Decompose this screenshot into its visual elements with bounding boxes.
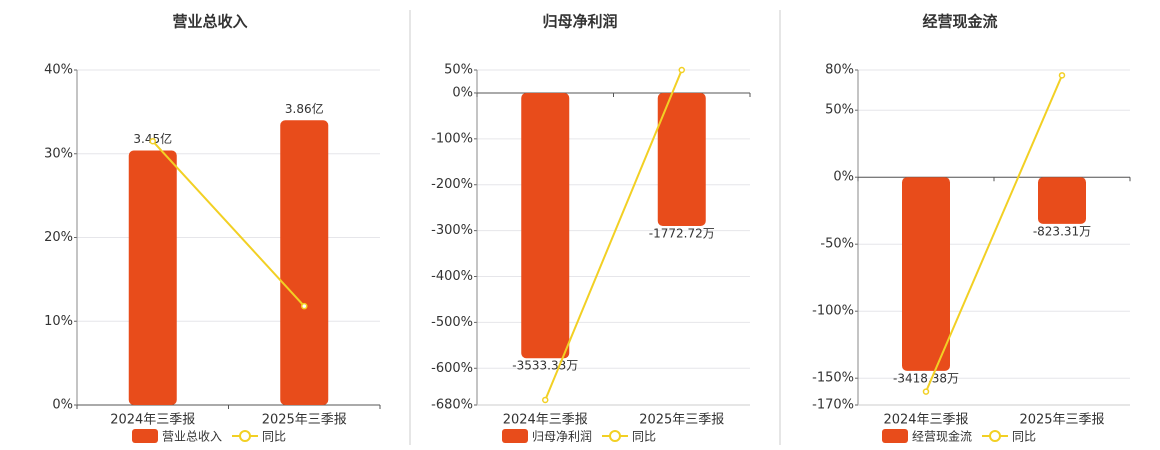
x-tick-label: 2025年三季报 bbox=[262, 413, 347, 428]
line-point bbox=[301, 302, 308, 310]
line bbox=[152, 140, 305, 307]
y-tick-label: 50% bbox=[825, 103, 854, 118]
y-tick-label: -500% bbox=[431, 315, 473, 330]
legend-swatch bbox=[132, 429, 158, 443]
y-tick-label: 20% bbox=[44, 230, 73, 245]
legend-label: 同比 bbox=[262, 430, 286, 444]
y-tick-label: -400% bbox=[431, 269, 473, 284]
bar bbox=[657, 92, 706, 227]
legend-label: 同比 bbox=[632, 430, 656, 444]
line-point bbox=[922, 388, 930, 395]
y-tick-label: -100% bbox=[431, 131, 473, 146]
chart-title: 归母净利润 bbox=[542, 13, 617, 31]
bar-value-label: -823.31万 bbox=[1033, 224, 1091, 238]
bar bbox=[1038, 177, 1086, 224]
y-tick-label: 0% bbox=[452, 85, 473, 100]
y-tick-label: 80% bbox=[825, 63, 854, 78]
legend-label: 经营现金流 bbox=[912, 429, 972, 444]
y-tick-label: -170% bbox=[812, 398, 854, 413]
x-tick-label: 2024年三季报 bbox=[883, 413, 968, 428]
y-tick-label: 0% bbox=[833, 170, 854, 185]
line-point bbox=[678, 66, 685, 74]
x-tick-label: 2024年三季报 bbox=[503, 413, 588, 428]
bar bbox=[521, 92, 570, 359]
legend-swatch bbox=[989, 430, 1001, 442]
chart-title: 经营现金流 bbox=[922, 13, 997, 31]
legend-label: 同比 bbox=[1012, 430, 1036, 444]
bar bbox=[280, 120, 329, 405]
line-point bbox=[1058, 72, 1066, 79]
bar-value-label: -1772.72万 bbox=[649, 227, 715, 241]
bar bbox=[128, 150, 177, 405]
legend-swatch bbox=[502, 429, 528, 443]
x-tick-label: 2025年三季报 bbox=[1019, 413, 1104, 428]
y-tick-label: 0% bbox=[52, 398, 73, 413]
y-tick-label: -50% bbox=[820, 237, 854, 252]
bar-value-label: -3533.33万 bbox=[512, 359, 578, 373]
bar bbox=[902, 177, 950, 371]
y-tick-label: 10% bbox=[44, 314, 73, 329]
y-tick-label: 50% bbox=[444, 63, 473, 78]
line bbox=[544, 69, 683, 401]
x-tick-label: 2025年三季报 bbox=[639, 413, 724, 428]
legend-swatch bbox=[609, 430, 621, 442]
line-point bbox=[149, 137, 156, 145]
y-tick-label: -200% bbox=[431, 177, 473, 192]
y-tick-label: 30% bbox=[44, 146, 73, 161]
y-tick-label: -150% bbox=[812, 371, 854, 386]
legend-swatch bbox=[882, 429, 908, 443]
chart-title: 营业总收入 bbox=[172, 13, 247, 31]
x-tick-label: 2024年三季报 bbox=[110, 413, 195, 428]
legend-label: 归母净利润 bbox=[532, 430, 592, 444]
y-tick-label: -300% bbox=[431, 223, 473, 238]
y-tick-label: -600% bbox=[431, 361, 473, 376]
y-tick-label: -100% bbox=[812, 304, 854, 319]
line bbox=[925, 74, 1063, 392]
bar-value-label: 3.86亿 bbox=[285, 101, 324, 116]
bar-value-label: -3418.38万 bbox=[893, 371, 959, 385]
line-point bbox=[542, 396, 549, 404]
y-tick-label: 40% bbox=[44, 63, 73, 78]
legend-swatch bbox=[239, 430, 251, 442]
y-tick-label: -680% bbox=[431, 398, 473, 413]
legend-label: 营业总收入 bbox=[162, 430, 222, 444]
